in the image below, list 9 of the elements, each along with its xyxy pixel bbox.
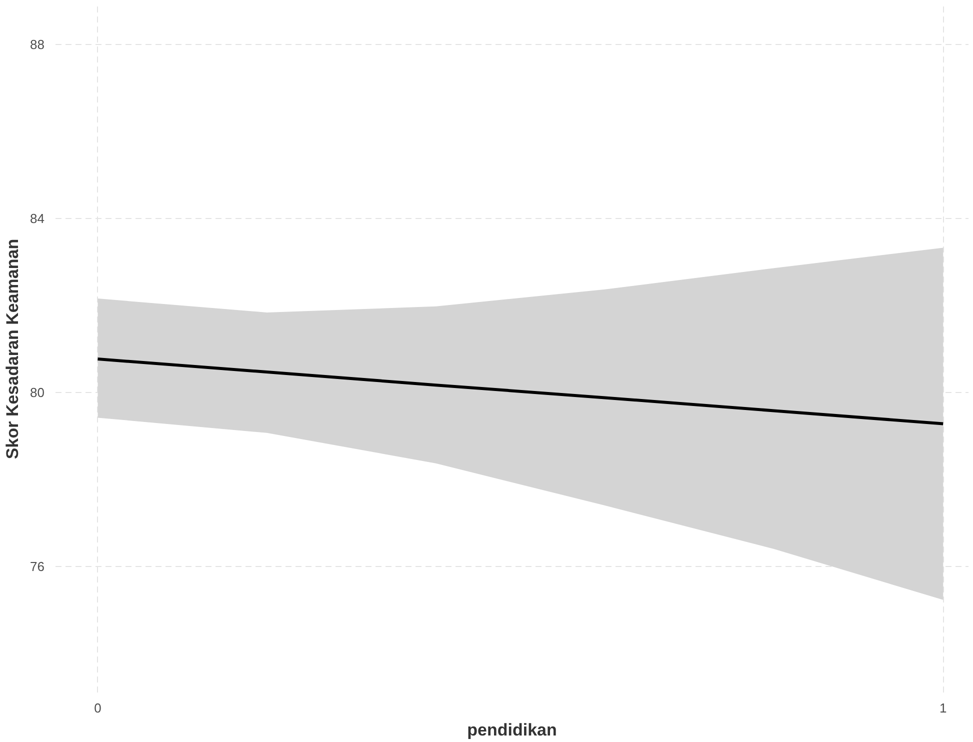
x-tick-label: 1 xyxy=(940,700,947,716)
y-tick-label: 76 xyxy=(30,558,45,574)
y-tick-label: 88 xyxy=(30,37,45,52)
y-tick-label: 80 xyxy=(30,384,45,400)
y-tick-label: 84 xyxy=(30,211,45,226)
x-axis-title: pendidikan xyxy=(467,720,557,740)
x-tick-label: 0 xyxy=(94,700,102,716)
y-axis-title: Skor Kesadaran Keamanan xyxy=(3,238,22,460)
line-series xyxy=(96,358,945,426)
